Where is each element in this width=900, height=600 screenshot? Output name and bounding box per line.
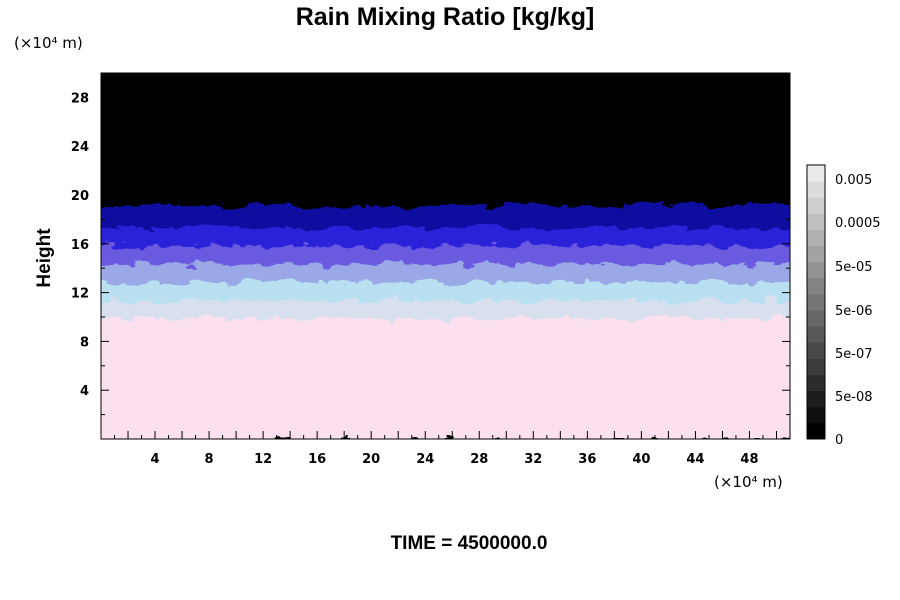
colorbar — [806, 164, 826, 440]
colorbar-label: 0.005 — [835, 173, 872, 188]
y-tick-label: 24 — [71, 140, 89, 155]
y-tick-label: 4 — [80, 384, 89, 399]
colorbar-segment — [807, 165, 825, 182]
x-tick-label: 32 — [524, 452, 542, 467]
colorbar-segment — [807, 277, 825, 295]
y-axis-unit: (×10⁴ m) — [14, 34, 83, 52]
x-tick-label: 24 — [416, 452, 434, 467]
colorbar-segment — [807, 261, 825, 279]
x-tick-label: 20 — [362, 452, 380, 467]
heatmap-band-2 — [101, 278, 790, 301]
x-tick-label: 16 — [308, 452, 326, 467]
heatmap-band-7 — [101, 73, 790, 206]
heatmap-band-3 — [101, 260, 790, 283]
colorbar-segment — [807, 374, 825, 392]
colorbar-label: 5e-08 — [835, 390, 873, 405]
x-tick-label: 8 — [205, 452, 214, 467]
x-axis: 4 8 12 16 20 24 28 32 36 40 44 48 — [114, 431, 777, 467]
colorbar-labels: 0.005 0.0005 5e-05 5e-06 5e-07 5e-08 0 — [835, 173, 881, 448]
y-tick-label: 28 — [71, 91, 89, 106]
colorbar-frame — [806, 164, 826, 440]
colorbar-label: 0.0005 — [835, 216, 881, 231]
colorbar-segment — [807, 342, 825, 359]
heatmap-band-5 — [101, 223, 790, 246]
x-tick-label: 48 — [740, 452, 758, 467]
heatmap-band-4 — [101, 241, 790, 265]
chart-title: Rain Mixing Ratio [kg/kg] — [296, 3, 595, 31]
colorbar-segment — [807, 422, 825, 440]
heatmap-band-6 — [101, 201, 790, 228]
time-label: TIME = 4500000.0 — [391, 533, 548, 554]
heatmap-band-0 — [101, 315, 790, 439]
colorbar-segment — [807, 197, 825, 214]
x-tick-label: 28 — [470, 452, 488, 467]
colorbar-label: 5e-07 — [835, 347, 873, 362]
y-axis-label: Height — [34, 228, 55, 288]
colorbar-segment — [807, 181, 825, 198]
colorbar-segment — [807, 406, 825, 424]
colorbar-segment — [807, 310, 825, 327]
heatmap-bands — [101, 73, 790, 439]
colorbar-segment — [807, 245, 825, 263]
heatmap-band-1 — [101, 296, 790, 319]
x-axis-unit: (×10⁴ m) — [714, 473, 783, 491]
y-tick-label: 8 — [80, 335, 89, 350]
colorbar-segment — [807, 293, 825, 311]
x-tick-label: 36 — [578, 452, 596, 467]
x-tick-label: 44 — [686, 452, 704, 467]
colorbar-segment — [807, 358, 825, 376]
colorbar-segment — [807, 326, 825, 343]
x-tick-label: 4 — [151, 452, 160, 467]
x-tick-label: 12 — [254, 452, 272, 467]
y-tick-label: 16 — [71, 238, 89, 253]
colorbar-segment — [807, 229, 825, 247]
colorbar-segment — [807, 213, 825, 230]
y-tick-label: 12 — [71, 287, 89, 302]
colorbar-label: 0 — [835, 433, 843, 448]
y-axis: 4 8 12 16 20 24 28 — [71, 91, 790, 416]
colorbar-segment — [807, 390, 825, 408]
colorbar-label: 5e-06 — [835, 304, 873, 319]
y-tick-label: 20 — [71, 189, 89, 204]
x-tick-label: 40 — [632, 452, 650, 467]
colorbar-label: 5e-05 — [835, 260, 873, 275]
plot-area — [101, 73, 790, 439]
plot-frame — [100, 72, 791, 440]
